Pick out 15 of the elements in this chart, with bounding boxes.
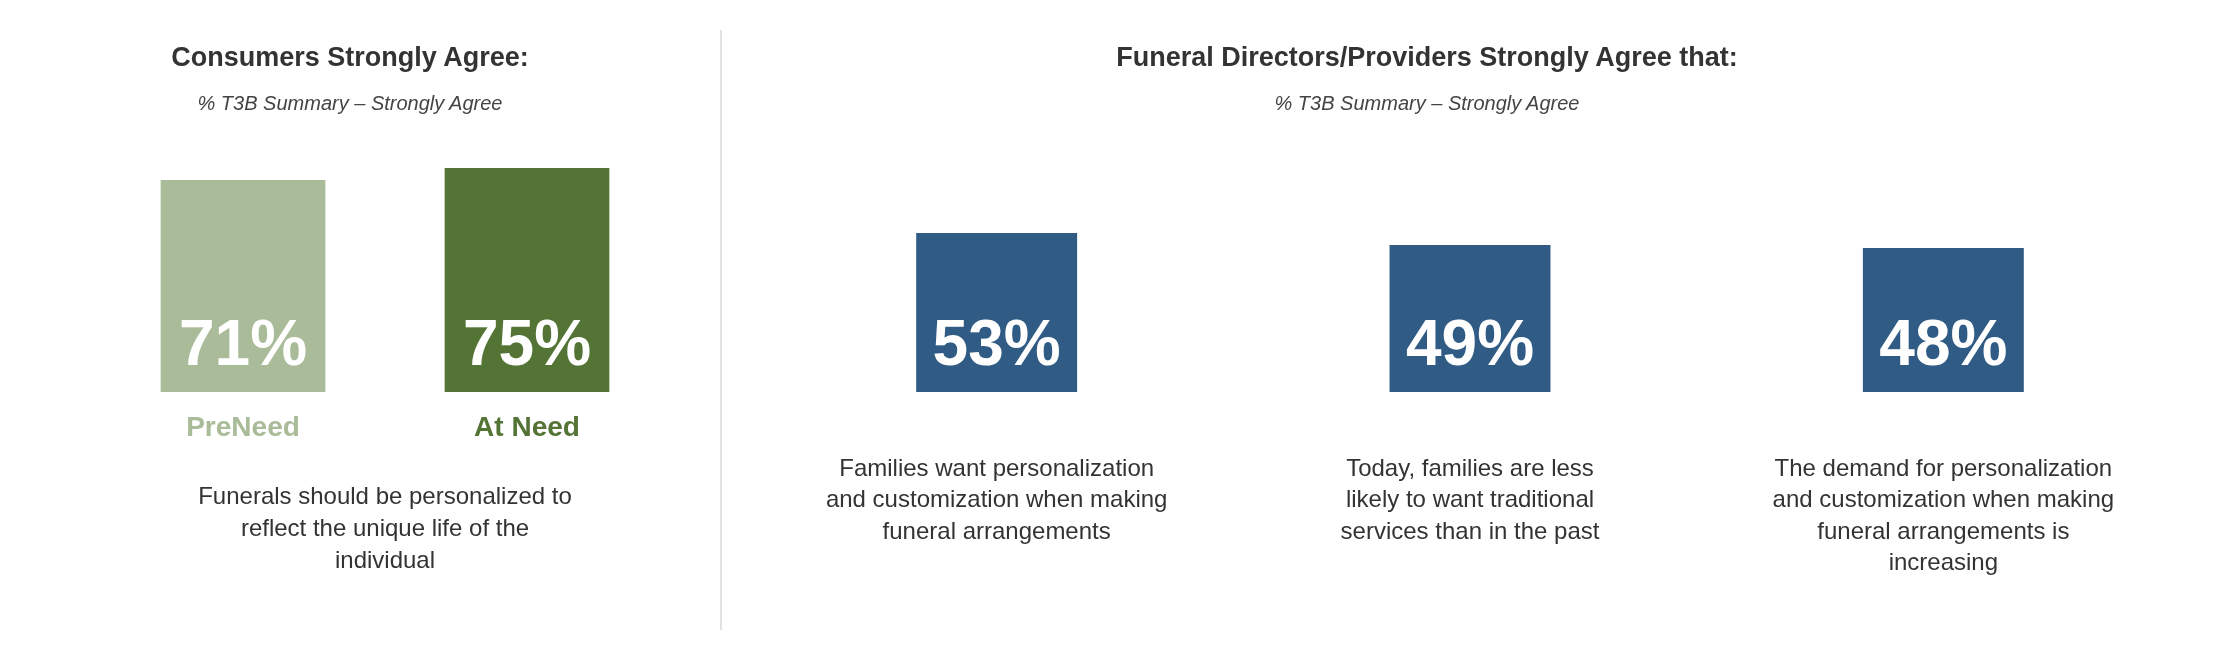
x-tick-label: The demand for personalization and customization when making funeral arrangements is increasing [1772, 454, 2115, 575]
data-label: 75% [462, 306, 592, 379]
data-label: 53% [932, 306, 1061, 379]
chart-title: Consumers Strongly Agree: [170, 42, 530, 73]
data-label: 49% [1405, 306, 1535, 379]
chart-subtitle: % T3B Summary – Strongly Agree [196, 92, 504, 115]
chart-title: Funeral Directors/Providers Strongly Agree that: [1115, 42, 1739, 73]
x-tick-label: PreNeed [186, 410, 300, 442]
x-tick-label: At Need [474, 410, 580, 442]
data-label: 48% [1879, 306, 2008, 379]
chart-subtitle: % T3B Summary – Strongly Agree [1273, 92, 1581, 115]
text: Funerals should be personalized to reflect the unique life of the individual [197, 481, 573, 575]
x-tick-label: Families want personalization and customization when making funeral arrangements [825, 454, 1168, 544]
data-label: 71% [178, 306, 308, 379]
x-tick-label: Today, families are less likely to want traditional services than in the past [1340, 454, 1600, 544]
